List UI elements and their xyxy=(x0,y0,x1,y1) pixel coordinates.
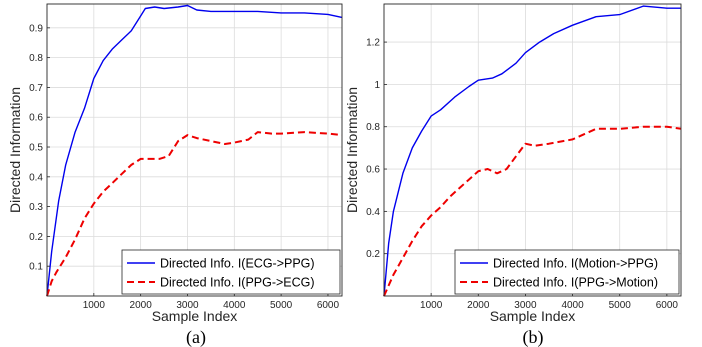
y-tick-label: 0.9 xyxy=(29,23,43,34)
y-tick-label: 0.4 xyxy=(29,172,43,183)
x-tick-label: 5000 xyxy=(270,300,293,311)
panel-label: (a) xyxy=(186,327,206,347)
chart-panel-b: 1000 2000 3000 4000 5000 6000 0.2 0.4 0.6 0.8 1 1.2… xyxy=(344,3,682,347)
x-tick-label: 2000 xyxy=(130,300,153,311)
y-tick-label: 0.3 xyxy=(29,202,43,213)
y-tick-label: 0.6 xyxy=(29,113,43,124)
plot-area xyxy=(47,4,342,296)
legend: Directed Info. I(ECG->PPG) Directed Info.… xyxy=(121,249,341,295)
legend-entry-2: Directed Info. I(PPG->ECG) xyxy=(160,276,315,290)
plot-area xyxy=(384,4,681,296)
y-tick-label: 0.8 xyxy=(366,122,380,133)
axes-frame xyxy=(383,3,682,297)
y-tick-label: 1.2 xyxy=(366,38,380,49)
legend: Directed Info. I(Motion->PPG) Directed In… xyxy=(454,249,680,295)
y-tick-label: 0.2 xyxy=(29,232,43,243)
x-axis-label: Sample Index xyxy=(490,308,576,324)
legend-box xyxy=(454,249,680,295)
y-tick-label: 0.2 xyxy=(366,249,380,260)
x-tick-label: 2000 xyxy=(467,300,490,311)
x-tick-label: 1000 xyxy=(83,300,106,311)
y-tick-label: 0.1 xyxy=(29,262,43,273)
panel-label: (b) xyxy=(523,327,544,347)
x-tick-label: 1000 xyxy=(420,300,443,311)
series-line-2 xyxy=(46,131,343,297)
y-axis-label: Directed Information xyxy=(7,87,23,213)
legend-entry-1: Directed Info. I(ECG->PPG) xyxy=(160,257,315,271)
x-tick-label: 6000 xyxy=(656,300,679,311)
y-tick-label: 0.4 xyxy=(366,207,380,218)
x-axis-label: Sample Index xyxy=(152,308,238,324)
x-tick-label: 3000 xyxy=(176,300,199,311)
y-tick-label: 0.6 xyxy=(366,165,380,176)
axes-frame xyxy=(46,3,343,297)
x-tick-label: 6000 xyxy=(317,300,340,311)
x-tick-label: 3000 xyxy=(514,300,537,311)
series-line-2 xyxy=(383,125,682,297)
legend-box xyxy=(121,249,341,295)
y-tick-label: 1 xyxy=(374,80,380,91)
x-tick-label: 4000 xyxy=(561,300,584,311)
series-line-1 xyxy=(383,5,681,297)
series-line-1 xyxy=(46,4,343,297)
y-tick-label: 0.5 xyxy=(29,143,43,154)
y-axis-label: Directed Information xyxy=(344,87,360,213)
y-tick-label: 0.7 xyxy=(29,83,43,94)
legend-entry-2: Directed Info. I(PPG->Motion) xyxy=(493,276,658,290)
legend-entry-1: Directed Info. I(Motion->PPG) xyxy=(493,257,658,271)
x-tick-label: 5000 xyxy=(609,300,632,311)
x-tick-label: 4000 xyxy=(223,300,246,311)
chart-panel-a: 1000 2000 3000 4000 5000 6000 0.1 0.2 0.3 0.4 0.5 0… xyxy=(7,3,343,347)
y-tick-label: 0.8 xyxy=(29,53,43,64)
